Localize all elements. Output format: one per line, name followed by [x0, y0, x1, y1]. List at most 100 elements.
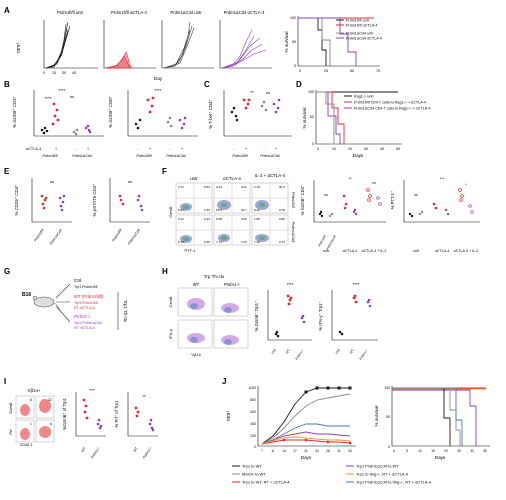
j-xtick-21: 21	[304, 449, 308, 453]
f-sig1-2: **	[348, 176, 352, 181]
i2-group-1: WT	[133, 446, 139, 453]
f-quadrant-values: 2.71 0.83 2.24 9.21 3.18 30.3 8.97 1.95 …	[178, 185, 285, 244]
f2-cat-3: αCTLA-4 + IL-2	[454, 249, 479, 253]
b-sign-2: +	[55, 146, 58, 151]
panel-j-growth: mm³ 1000 800 600 400 200 0 7 11 14 17 21…	[226, 386, 356, 460]
panel-a-survival: % survival 100 50 0 0 25 50 75 Prdm1fl/f…	[284, 16, 382, 73]
f-q-3-3: 3.33	[241, 240, 247, 244]
d-legend-2: Prdm1fl/fl CD4 T cells to Rag1-/- + αCTL…	[354, 100, 426, 104]
e-group-1: Prdm1fl/fl	[33, 228, 45, 242]
f-q-2-4: 1.56	[254, 217, 260, 221]
f-q-1-1: 1.95	[204, 208, 210, 212]
a-legend: Prdm1fl/fl untr Prdm1fl/fl αCTLA-4 Prdm1…	[336, 18, 382, 40]
c-group-2: Prdm1ΔCd4	[260, 154, 280, 158]
f-row-title-2: Prdm1ΔCd4	[291, 222, 295, 243]
a-surv-xtick-25: 25	[324, 69, 328, 73]
panel-label-b: B	[4, 80, 10, 89]
panel-label-j: J	[222, 377, 226, 386]
f-q-2-5: 0.86	[279, 217, 285, 221]
a-legend-2: Prdm1fl/fl αCTLA-4	[346, 23, 377, 27]
h2-group-1: Ctrl	[335, 348, 341, 355]
f-q-0-0: 2.71	[178, 185, 184, 189]
a-surv-ytick-100: 100	[290, 16, 296, 20]
a-surv-xtick-75: 75	[376, 69, 380, 73]
f-q-1-4: 8.22	[254, 208, 260, 212]
f-ylabel-2: % PTT-1⁺	[390, 191, 395, 210]
h-group-1: Ctrl	[271, 348, 277, 355]
i-row-1: GzmB	[8, 402, 13, 413]
h-ylabel-1: % GzmB⁺ Trp1⁺	[254, 301, 259, 331]
g-ko: Prdm1-/-	[74, 314, 92, 319]
j-surv-xtick-25: 25	[457, 449, 461, 453]
panel-label-f: F	[162, 167, 167, 176]
c-sign-2: +	[245, 146, 248, 151]
panel-label-c: C	[204, 80, 210, 89]
f-yaxis: GzmB	[168, 206, 173, 217]
d-legend-1: Rag1-/- untr	[354, 94, 374, 98]
b-group-2: Prdm1ΔCd4	[72, 154, 92, 158]
d-xtick-50: 50	[396, 147, 400, 151]
h2-group-2: WT	[349, 348, 355, 354]
j-surv-xtick-30: 30	[470, 449, 474, 453]
f-sig2-3: *	[465, 182, 467, 187]
panel-label-i: I	[4, 377, 6, 386]
h-stars-2: ****	[353, 282, 360, 287]
panel-d: % survival 100 50 0 0 10 20 30 40 50 Day…	[302, 90, 431, 158]
j-xtick-11: 11	[271, 449, 275, 453]
j-ytick-1000: 1000	[248, 386, 256, 390]
f-sig1-1: ns	[324, 193, 328, 197]
b-treat-label: αCTLA-4	[26, 147, 41, 151]
j-ytick-400: 400	[250, 422, 256, 426]
a-surv-ytick-0: 0	[294, 64, 296, 68]
a-surv-xtick-50: 50	[350, 69, 354, 73]
panel-c: % T-bet⁺ CD4⁺ - + - + Prdm1fl/fl Prdm1ΔC…	[208, 90, 292, 158]
f-q-0-3: 9.21	[241, 185, 247, 189]
i-val-1: 8	[30, 398, 32, 402]
b-sign-1: -	[43, 146, 45, 151]
j-surv-xtick-0: 0	[393, 449, 395, 453]
j-surv-xtick-5: 5	[406, 449, 408, 453]
b-ylabel-2: % GzmB⁺ CD8⁺	[108, 95, 113, 128]
f-plots	[175, 182, 289, 246]
b2-sign-3: -	[169, 146, 171, 151]
f-sig2-1: ns	[414, 193, 418, 197]
b-stars-left: ****	[45, 96, 52, 101]
j-legend-3: MOCK to WT	[242, 471, 266, 476]
j-legend-2: Trp1 Prdm1ΔCd4 to WT	[356, 463, 399, 468]
panel-i: Vβ14+ GzmB Prf CD45.1 8 32 1 6 %GzmB⁺ of…	[8, 388, 158, 459]
h-stars-1: ****	[287, 282, 294, 287]
f-ylabel-1: % GzmB⁺ CD4⁺	[300, 185, 305, 215]
f-geno-2: Prdm1ΔCd4	[325, 234, 337, 250]
f-q-3-2: 7.74	[216, 240, 222, 244]
f-sig2-2: ***	[440, 176, 445, 181]
i-val-4: 6	[50, 422, 52, 426]
j-surv-xtick-35: 35	[483, 449, 487, 453]
f-q-0-5: 30.3	[279, 185, 285, 189]
b2-stars: ****	[155, 88, 162, 93]
f-q-1-2: 18.8	[216, 208, 222, 212]
d-xtick-30: 30	[364, 147, 368, 151]
j-legend: Trp1 to WT Trp1 Prdm1ΔCd4 to WT MOCK to …	[232, 463, 432, 484]
c-group-1: Prdm1fl/fl	[232, 154, 247, 158]
f-q-2-2: 0.28	[216, 217, 222, 221]
c-ylabel: % T-bet⁺ CD4⁺	[208, 98, 213, 128]
j-legend-5: Trp1 to WT, RT + αCTLA-4	[242, 479, 290, 484]
b2-group-2: Prdm1ΔCd4	[166, 154, 186, 158]
b-sign-4: +	[87, 146, 90, 151]
f-q-0-1: 0.83	[204, 185, 210, 189]
i-group-1: WT	[81, 446, 87, 453]
panel-h: Trp Th-ctx WT Prdm1-/- GzmB IFN-γ Vβ14 %…	[168, 274, 378, 361]
a-title-3: Prdm1ΔCd4 untr	[170, 10, 202, 15]
a-legend-4: Prdm1ΔCd4 αCTLA-4	[346, 36, 382, 40]
panel-label-h: H	[162, 267, 168, 276]
a-surv-xtick-0: 0	[299, 69, 301, 73]
panel-e: % CD25⁺ CD4⁺ ns Prdm1fl/fl Prdm1ΔCd4 % p…	[14, 178, 150, 246]
b-stars-top: ****	[59, 88, 66, 93]
h-xaxis: Vβ14	[191, 352, 201, 357]
a-xlabel: Day	[154, 76, 163, 81]
e-ns-1: ns	[50, 179, 54, 184]
e2-group-1: Prdm1fl/fl	[111, 228, 123, 242]
c-sign-3: -	[263, 146, 265, 151]
j-surv-ylabel: % survival	[374, 406, 379, 427]
